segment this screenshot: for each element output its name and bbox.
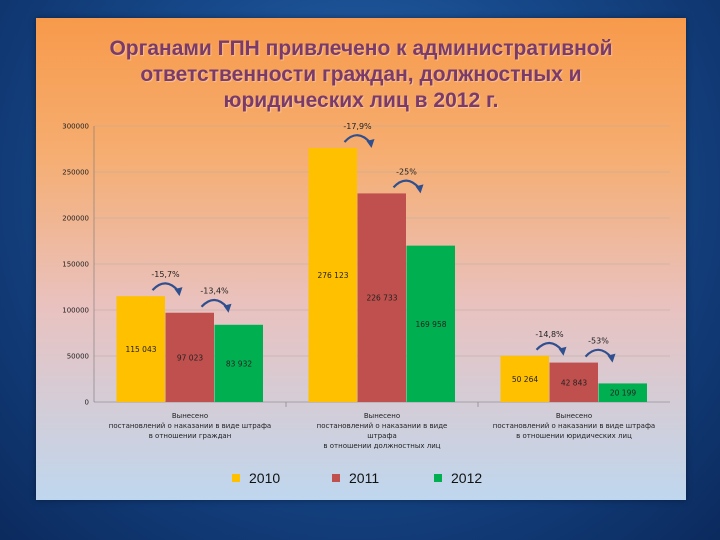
bar-2012 bbox=[214, 324, 263, 402]
data-label: 20 199 bbox=[610, 389, 636, 398]
y-tick-label: 300000 bbox=[62, 123, 89, 131]
arrow-head-icon bbox=[366, 138, 375, 148]
arrow-head-icon bbox=[607, 353, 616, 363]
bar-2010 bbox=[500, 355, 549, 402]
data-label: 169 958 bbox=[415, 320, 446, 329]
bar-2011 bbox=[549, 362, 598, 402]
arrow-head-icon bbox=[558, 346, 567, 356]
change-percent-label: -25% bbox=[396, 167, 417, 176]
change-percent-label: -15,7% bbox=[151, 270, 180, 279]
change-arrow-icon bbox=[200, 298, 229, 309]
change-arrow-icon bbox=[343, 134, 372, 144]
data-label: 226 733 bbox=[366, 294, 397, 303]
legend-swatch-2011 bbox=[332, 474, 340, 482]
category-label: штрафа bbox=[367, 432, 397, 440]
y-tick-label: 50000 bbox=[67, 353, 89, 361]
legend-swatch-2012 bbox=[434, 474, 442, 482]
bar-2012 bbox=[598, 383, 647, 402]
bar-chart: 300000 250000 200000 150000 100000 50000 0 115 … bbox=[62, 122, 670, 486]
data-label: 50 264 bbox=[512, 375, 538, 384]
category-label: Вынесено bbox=[364, 412, 400, 420]
category-label: Вынесено bbox=[172, 412, 208, 420]
title-line-2: ответственности граждан, должностных и bbox=[140, 63, 582, 86]
bar-2011 bbox=[165, 312, 214, 402]
bar-2010 bbox=[116, 296, 165, 402]
y-tick-label: 150000 bbox=[62, 261, 89, 269]
legend-label-2012: 2012 bbox=[451, 470, 482, 486]
y-tick-label: 200000 bbox=[62, 215, 89, 223]
arrow-head-icon bbox=[174, 287, 183, 297]
category-label: в отношении юридических лиц bbox=[516, 432, 632, 440]
category-label: постановлений о наказании в виде штрафа bbox=[109, 422, 271, 430]
y-tick-label: 250000 bbox=[62, 169, 89, 177]
category-label: в отношении должностных лиц bbox=[323, 442, 440, 450]
change-percent-label: -13,4% bbox=[200, 287, 229, 296]
slide-frame: Органами ГПН привлечено к административн… bbox=[36, 18, 686, 500]
change-percent-label: -53% bbox=[588, 337, 609, 346]
category-label: Вынесено bbox=[556, 412, 592, 420]
category-label: в отношении граждан bbox=[149, 432, 232, 440]
change-percent-label: -17,9% bbox=[343, 122, 372, 131]
title-line-1: Органами ГПН привлечено к административн… bbox=[109, 37, 613, 60]
legend-label-2010: 2010 bbox=[249, 470, 280, 486]
title-line-3: юридических лиц в 2012 г. bbox=[223, 89, 499, 112]
category-label: постановлений о наказании в виде штрафа bbox=[493, 422, 655, 430]
y-tick-label: 0 bbox=[85, 399, 89, 407]
slide-title: Органами ГПН привлечено к административн… bbox=[36, 36, 686, 114]
bar-2010 bbox=[308, 147, 357, 402]
y-tick-label: 100000 bbox=[62, 307, 89, 315]
data-label: 115 043 bbox=[125, 345, 156, 354]
change-percent-label: -14,8% bbox=[535, 330, 564, 339]
legend-label-2011: 2011 bbox=[349, 470, 379, 486]
data-label: 83 932 bbox=[226, 359, 252, 368]
change-arrow-icon bbox=[392, 179, 421, 190]
bar-2011 bbox=[357, 193, 406, 402]
legend-swatch-2010 bbox=[232, 474, 240, 482]
change-arrow-icon bbox=[584, 348, 613, 359]
change-arrow-icon bbox=[535, 341, 564, 352]
data-label: 276 123 bbox=[317, 271, 348, 280]
bar-2012 bbox=[406, 245, 455, 402]
category-label: постановлений о наказании в виде bbox=[317, 422, 448, 430]
arrow-head-icon bbox=[415, 184, 424, 194]
data-label: 97 023 bbox=[177, 353, 203, 362]
data-label: 42 843 bbox=[561, 378, 587, 387]
arrow-head-icon bbox=[223, 303, 232, 313]
change-arrow-icon bbox=[151, 282, 180, 292]
